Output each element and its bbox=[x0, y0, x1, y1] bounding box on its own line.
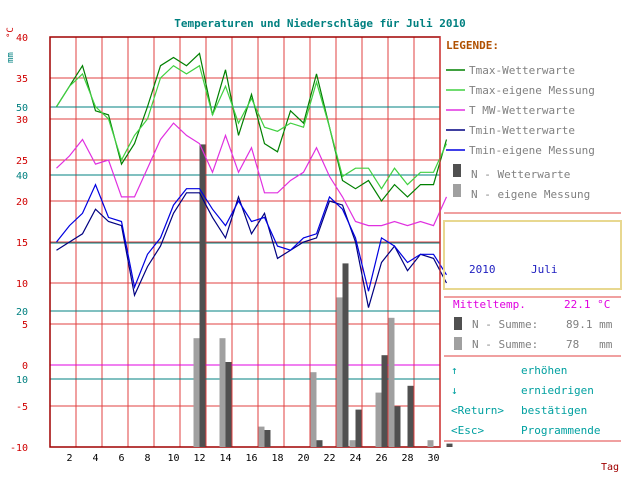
y-tick-label: 15 bbox=[16, 238, 28, 249]
precip-bar-own bbox=[219, 338, 226, 447]
x-tick-label: 4 bbox=[92, 453, 98, 464]
y-tick-label: 30 bbox=[16, 115, 28, 126]
precipitation-bars bbox=[193, 144, 453, 447]
legend-item-label: T MW-Wetterwarte bbox=[469, 104, 575, 117]
x-tick-label: 18 bbox=[271, 453, 283, 464]
precip-bar-ww bbox=[407, 385, 414, 447]
control-action: erhöhen bbox=[521, 364, 567, 377]
period-panel: 2010 Juli bbox=[443, 220, 622, 290]
x-tick-label: 24 bbox=[349, 453, 361, 464]
x-tick-label: 30 bbox=[427, 453, 439, 464]
x-axis-label: Tag bbox=[601, 462, 619, 473]
chart-title: Temperaturen und Niederschläge für Juli … bbox=[174, 17, 465, 30]
x-tick-label: 8 bbox=[144, 453, 150, 464]
precip-bar-own bbox=[193, 338, 200, 447]
precip-bar-ww bbox=[355, 409, 362, 447]
control-key: ↓ bbox=[451, 384, 458, 397]
y-tick-label: 20 bbox=[16, 197, 28, 208]
precip-bar-own bbox=[336, 297, 343, 447]
control-action: bestätigen bbox=[521, 404, 587, 417]
sum-ww-swatch bbox=[454, 317, 462, 330]
precip-bar-own bbox=[349, 440, 356, 447]
sum-em-value: 78 mm bbox=[566, 338, 613, 351]
legend-item-label: N - Wetterwarte bbox=[471, 168, 570, 181]
legend-swatch-bar bbox=[453, 164, 461, 177]
mean-temp-label: Mitteltemp. bbox=[453, 298, 526, 311]
tmax-own-line bbox=[55, 64, 448, 190]
mean-temp-value: 22.1 °C bbox=[564, 298, 610, 311]
x-tick-label: 26 bbox=[375, 453, 387, 464]
precip-bar-ww bbox=[394, 406, 401, 447]
precip-bar-ww bbox=[225, 362, 232, 447]
y-tick-label: -10 bbox=[10, 443, 28, 454]
tmin-ww-line bbox=[56, 192, 448, 308]
legend-panel: LEGENDE: Tmax-Wetterwarte Tmax-eigene Mes… bbox=[439, 37, 621, 447]
control-key: ↑ bbox=[451, 364, 458, 377]
y-tick-label: 5 bbox=[22, 320, 28, 331]
precip-bar-own bbox=[388, 317, 395, 447]
precip-tick-label: 40 bbox=[16, 171, 28, 182]
period-month[interactable]: Juli bbox=[531, 263, 558, 276]
control-key: <Return> bbox=[451, 404, 504, 417]
control-key: <Esc> bbox=[451, 424, 484, 437]
precip-bar-ww bbox=[316, 440, 323, 447]
precip-bar-own bbox=[427, 440, 434, 447]
temperature-lines bbox=[55, 52, 448, 308]
tmax-ww-line bbox=[55, 52, 448, 203]
tmin-own-line bbox=[56, 183, 448, 292]
x-tick-label: 10 bbox=[167, 453, 179, 464]
x-tick-label: 2 bbox=[66, 453, 72, 464]
unit-celsius-label: °C bbox=[6, 27, 16, 38]
x-tick-label: 14 bbox=[219, 453, 231, 464]
control-action: Programmende bbox=[521, 424, 600, 437]
legend-item-label: Tmax-eigene Messung bbox=[469, 84, 595, 97]
x-tick-label: 22 bbox=[323, 453, 335, 464]
sum-em-swatch bbox=[454, 337, 462, 350]
control-action: erniedrigen bbox=[521, 384, 594, 397]
tmw-ww-line bbox=[56, 122, 448, 227]
legend-title: LEGENDE: bbox=[446, 39, 499, 52]
legend-item-label: Tmin-Wetterwarte bbox=[469, 124, 575, 137]
legend-item-label: Tmin-eigene Messung bbox=[469, 144, 595, 157]
precip-bar-ww bbox=[446, 443, 453, 447]
x-tick-label: 16 bbox=[245, 453, 257, 464]
precip-bar-ww bbox=[199, 144, 206, 447]
stats-panel: Mitteltemp. 22.1 °C N - Summe: 89.1 mm N… bbox=[453, 298, 613, 351]
precip-bar-own bbox=[310, 372, 317, 447]
y-tick-label: 0 bbox=[22, 361, 28, 372]
precip-tick-label: 20 bbox=[16, 307, 28, 318]
period-year[interactable]: 2010 bbox=[469, 263, 496, 276]
y-tick-label: 25 bbox=[16, 156, 28, 167]
sum-em-label: N - Summe: bbox=[472, 338, 538, 351]
sum-ww-value: 89.1 mm bbox=[566, 318, 613, 331]
precip-bar-own bbox=[375, 392, 382, 447]
x-tick-label: 6 bbox=[118, 453, 124, 464]
y-tick-label: 10 bbox=[16, 279, 28, 290]
sum-ww-label: N - Summe: bbox=[472, 318, 538, 331]
legend-item-label: N - eigene Messung bbox=[471, 188, 590, 201]
controls-panel: ↑ erhöhen ↓ erniedrigen <Return> bestätigen <E… bbox=[451, 364, 600, 437]
x-tick-label: 12 bbox=[193, 453, 205, 464]
legend-item-label: Tmax-Wetterwarte bbox=[469, 64, 575, 77]
y-tick-label: -5 bbox=[16, 402, 28, 413]
period-frame bbox=[443, 220, 622, 290]
precip-bar-ww bbox=[381, 355, 388, 447]
precip-tick-label: 10 bbox=[16, 375, 28, 386]
precip-bar-ww bbox=[264, 430, 271, 447]
precip-bar-ww bbox=[342, 263, 349, 447]
unit-mm-label: mm bbox=[6, 52, 16, 63]
precip-tick-label: 50 bbox=[16, 103, 28, 114]
x-tick-label: 20 bbox=[297, 453, 309, 464]
legend-swatch-bar bbox=[453, 184, 461, 197]
precip-bar-own bbox=[258, 426, 265, 447]
x-tick-label: 28 bbox=[401, 453, 413, 464]
y-tick-label: 35 bbox=[16, 74, 28, 85]
y-tick-label: 40 bbox=[16, 33, 28, 44]
